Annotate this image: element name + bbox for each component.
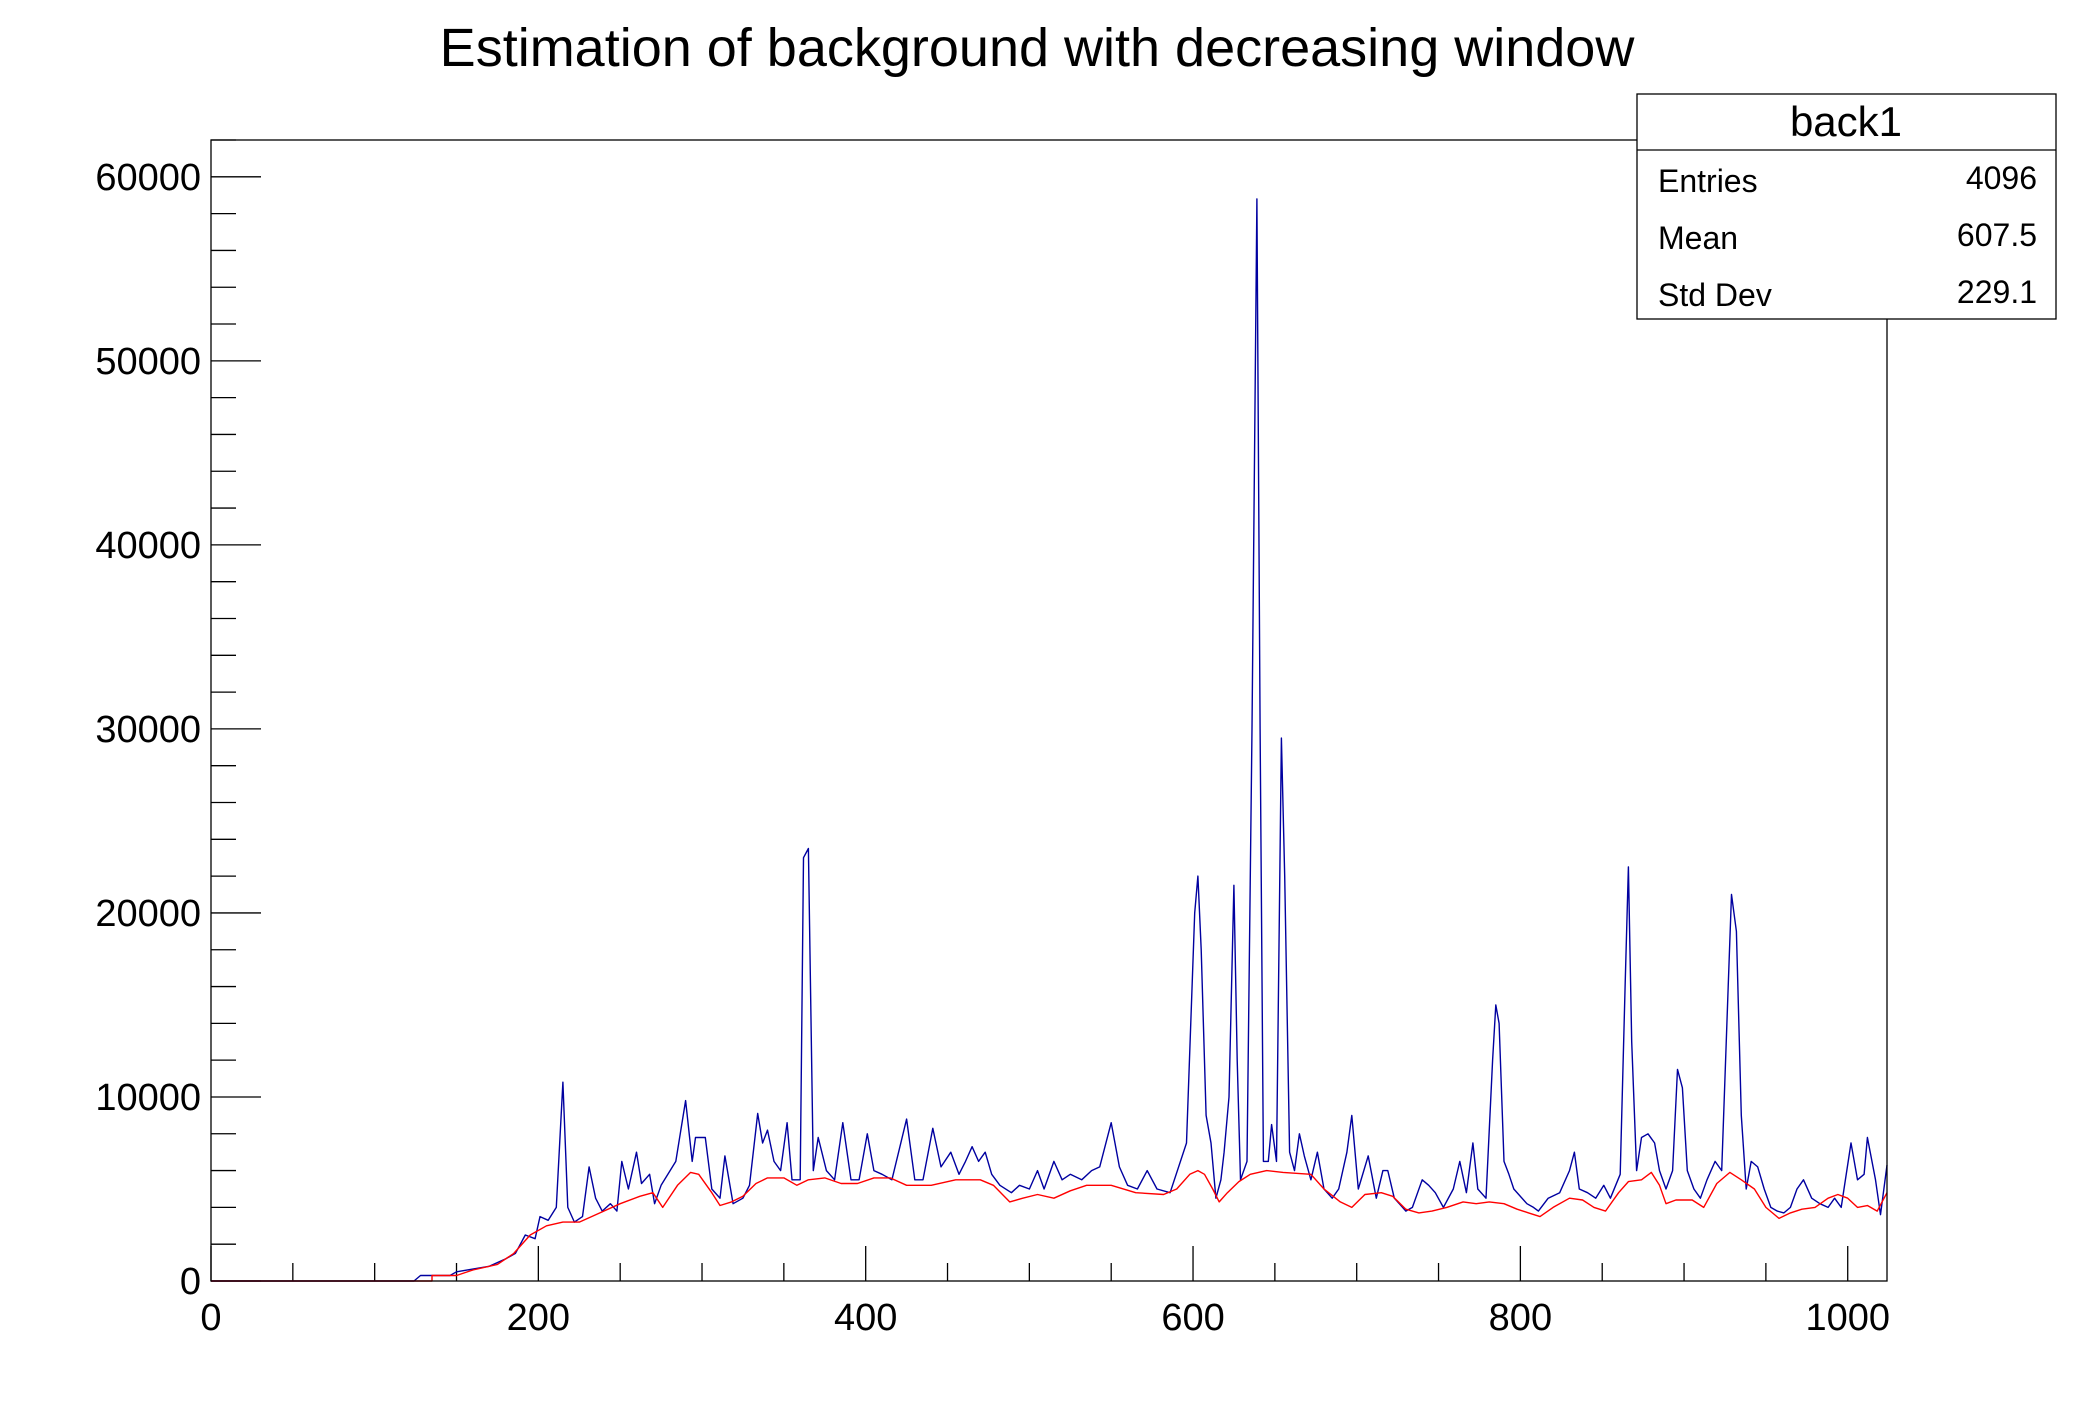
y-tick-label: 30000 bbox=[95, 709, 201, 751]
plot-frame bbox=[210, 139, 1888, 1282]
stats-entries-label: Entries bbox=[1658, 163, 1758, 199]
x-tick-label: 600 bbox=[1161, 1297, 1224, 1339]
x-tick-label: 200 bbox=[507, 1297, 570, 1339]
stats-stddev-label: Std Dev bbox=[1658, 277, 1772, 313]
y-tick-label: 40000 bbox=[95, 525, 201, 567]
stats-box: back1 Entries 4096 Mean 607.5 Std Dev 22… bbox=[1636, 93, 2057, 320]
y-tick-label: 60000 bbox=[95, 157, 201, 199]
x-tick-label: 400 bbox=[834, 1297, 897, 1339]
stats-box-name: back1 bbox=[1790, 98, 1902, 145]
axes: 0 10000 20000 30000 40000 50000 60000 0 200 400 60… bbox=[95, 139, 1890, 1339]
y-tick-label: 0 bbox=[180, 1261, 201, 1303]
chart-title: Estimation of background with decreasing… bbox=[440, 18, 1636, 78]
x-tick-label: 0 bbox=[200, 1297, 221, 1339]
series-group bbox=[211, 198, 1888, 1282]
stats-stddev-value: 229.1 bbox=[1957, 274, 2037, 310]
x-tick-label: 800 bbox=[1489, 1297, 1552, 1339]
background-estimate-line bbox=[211, 1169, 1888, 1282]
y-tick-label: 50000 bbox=[95, 341, 201, 383]
y-tick-label: 20000 bbox=[95, 893, 201, 935]
y-tick-label: 10000 bbox=[95, 1077, 201, 1119]
spectrum-line bbox=[211, 198, 1888, 1282]
stats-mean-value: 607.5 bbox=[1957, 217, 2037, 253]
stats-entries-value: 4096 bbox=[1966, 160, 2037, 196]
stats-mean-label: Mean bbox=[1658, 220, 1738, 256]
x-tick-label: 1000 bbox=[1805, 1297, 1890, 1339]
